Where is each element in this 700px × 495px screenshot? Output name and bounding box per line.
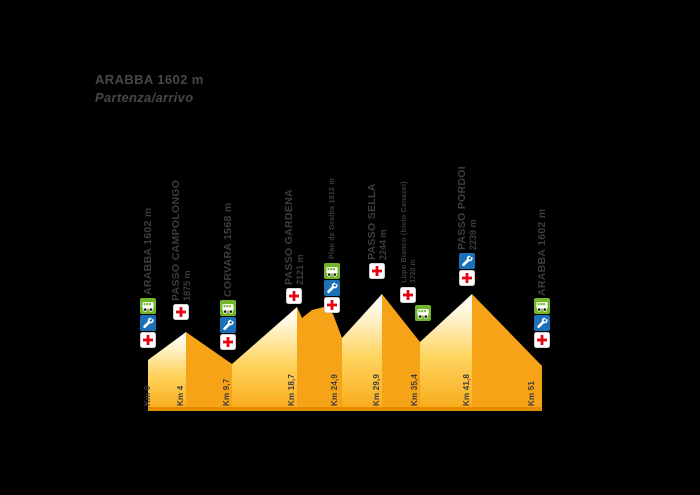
first-aid-cross-icon bbox=[400, 287, 416, 303]
first-aid-cross-icon bbox=[286, 288, 302, 304]
location-name: PASSO CAMPOLONGO bbox=[170, 179, 182, 301]
location-elevation: 1875 m bbox=[182, 270, 192, 301]
profile-ascent-4 bbox=[342, 294, 382, 410]
profile-descent-7 bbox=[472, 294, 542, 410]
profile-ascent-6 bbox=[420, 294, 472, 410]
first-aid-cross-icon bbox=[173, 304, 189, 320]
shuttle-bus-icon bbox=[220, 300, 236, 316]
location-name: CORVARA 1568 m bbox=[222, 202, 234, 297]
shuttle-bus-icon bbox=[415, 305, 431, 321]
profile-descent-5 bbox=[382, 294, 420, 410]
location-name: ARABBA 1602 m bbox=[142, 207, 154, 295]
profile-descent-3 bbox=[297, 307, 342, 410]
bike-service-wrench-icon bbox=[324, 280, 340, 296]
location-elevation: 1720 m bbox=[410, 259, 417, 283]
bike-service-wrench-icon bbox=[220, 317, 236, 333]
first-aid-cross-icon bbox=[459, 270, 475, 286]
shuttle-bus-icon bbox=[140, 298, 156, 314]
profile-baseline bbox=[148, 407, 542, 411]
bike-service-wrench-icon bbox=[459, 253, 475, 269]
location-elevation: 2121 m bbox=[295, 254, 305, 285]
first-aid-cross-icon bbox=[324, 297, 340, 313]
first-aid-cross-icon bbox=[220, 334, 236, 350]
location-elevation: 2244 m bbox=[378, 229, 388, 260]
first-aid-cross-icon bbox=[140, 332, 156, 348]
location-elevation: 2239 m bbox=[468, 219, 478, 250]
location-name: ARABBA 1602 m bbox=[536, 208, 548, 296]
location-name: PASSO SELLA bbox=[366, 183, 378, 260]
mountain-polygons bbox=[148, 294, 542, 410]
bike-service-wrench-icon bbox=[140, 315, 156, 331]
location-name: PASSO GARDENA bbox=[283, 189, 295, 285]
profile-ascent-0 bbox=[148, 332, 186, 410]
location-name: PASSO PORDOI bbox=[456, 166, 468, 250]
bike-service-wrench-icon bbox=[534, 315, 550, 331]
first-aid-cross-icon bbox=[534, 332, 550, 348]
chart-title-block: ARABBA 1602 m Partenza/arrivo bbox=[95, 72, 204, 105]
profile-ascent-2 bbox=[232, 307, 297, 410]
location-name: Lupo Bianco (bivio Canazei) bbox=[401, 181, 408, 283]
page-subtitle: Partenza/arrivo bbox=[95, 90, 194, 105]
profile-descent-1 bbox=[186, 332, 232, 410]
shuttle-bus-icon bbox=[324, 263, 340, 279]
shuttle-bus-icon bbox=[534, 298, 550, 314]
page-title: ARABBA 1602 m bbox=[95, 72, 204, 87]
location-name: Plan de Gralba 1812 m bbox=[329, 177, 336, 259]
first-aid-cross-icon bbox=[369, 263, 385, 279]
